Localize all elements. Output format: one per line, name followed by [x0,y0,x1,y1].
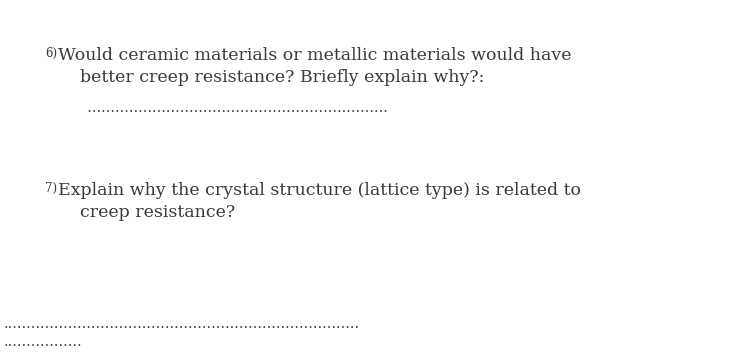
Text: .................................................................: ........................................… [78,101,388,115]
Text: creep resistance?: creep resistance? [58,204,236,221]
Text: 6): 6) [45,47,57,60]
Text: Would ceramic materials or metallic materials would have: Would ceramic materials or metallic mate… [58,47,572,64]
Text: 7): 7) [45,182,57,195]
Text: .................: ................. [4,335,82,349]
Text: better creep resistance? Briefly explain why?:: better creep resistance? Briefly explain… [58,69,485,86]
Text: Explain why the crystal structure (lattice type) is related to: Explain why the crystal structure (latti… [58,182,581,199]
Text: .............................................................................: ........................................… [4,317,360,331]
